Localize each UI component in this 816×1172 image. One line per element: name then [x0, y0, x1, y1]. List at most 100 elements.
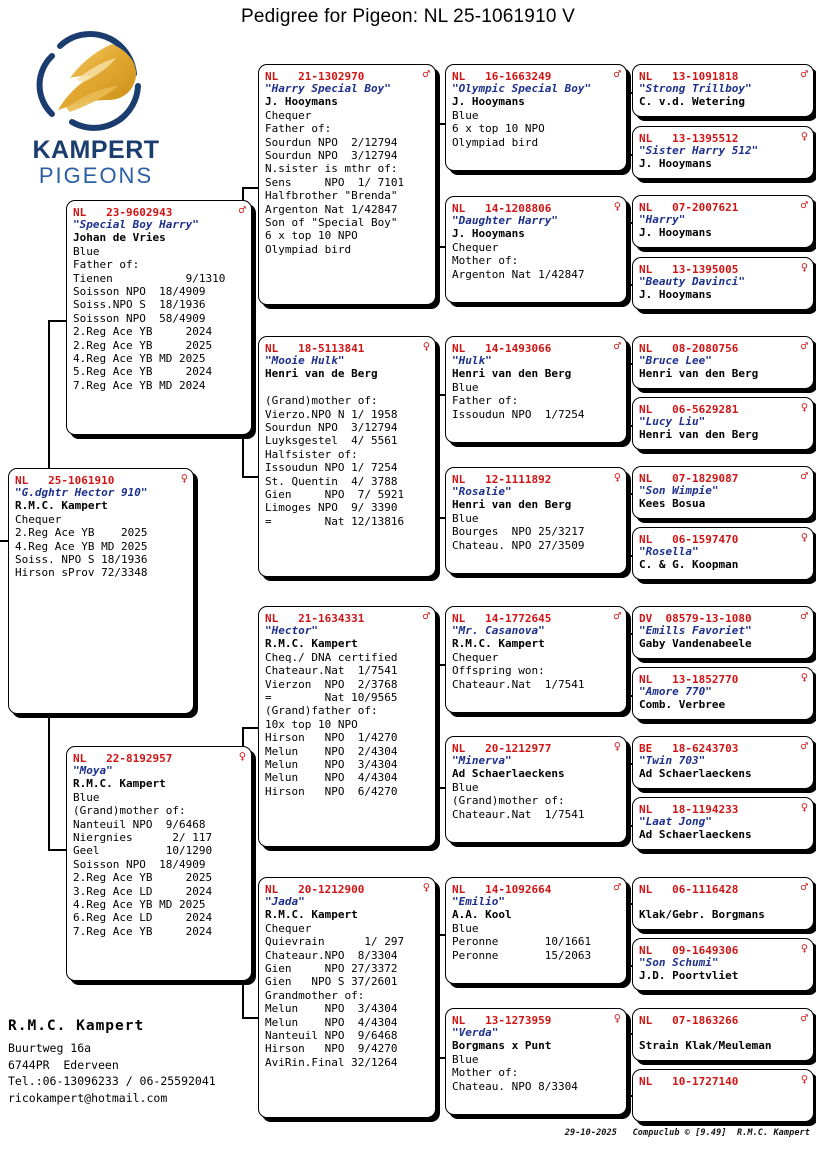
logo-brand-top: KAMPERT	[32, 136, 160, 164]
detail-line: Chequer	[452, 240, 499, 254]
detail-line: (Grand)father of:	[265, 704, 378, 718]
detail-line: (Grand)mother of:	[452, 794, 565, 808]
pedigree-card-ggp7[interactable]: ♂ NL 14-1092664 "Emilio" A.A. Kool Blue P…	[445, 877, 627, 984]
pedigree-card-g4-16[interactable]: ♀ NL 10-1727140	[632, 1069, 814, 1122]
fancier-name: Henri van den Berg	[639, 428, 759, 442]
connector	[433, 664, 445, 666]
ring-number: DV 08579-13-1080	[639, 612, 752, 625]
pedigree-card-g4-08[interactable]: ♀ NL 06-1597470 "Rosella" C. & G. Koopman	[632, 527, 814, 580]
pigeon-name: "Verda"	[452, 1026, 499, 1039]
pigeon-name: "Moya"	[73, 764, 113, 777]
detail-line: Chateau. NPO 8/3304	[452, 1079, 578, 1093]
pedigree-card-dam[interactable]: ♀ NL 22-8192957 "Moya" R.M.C. Kampert Blu…	[66, 746, 252, 981]
pedigree-card-ggp6[interactable]: ♀ NL 20-1212977 "Minerva" Ad Schaerlaecke…	[445, 736, 627, 843]
detail-line: Luyksgestel 4/ 5561	[265, 434, 398, 448]
pedigree-card-g4-06[interactable]: ♀ NL 06-5629281 "Lucy Liu" Henri van den …	[632, 397, 814, 450]
fancier-name: Strain Klak/Meuleman	[639, 1039, 772, 1053]
pedigree-card-g4-02[interactable]: ♀ NL 13-1395512 "Sister Harry 512" J. Hoo…	[632, 126, 814, 179]
connector	[433, 517, 445, 519]
ring-number: NL 10-1727140	[639, 1075, 739, 1088]
pigeon-name: "Laat Jong"	[639, 815, 712, 828]
breeder-phone: Tel.:06-13096233 / 06-25592041	[8, 1074, 216, 1088]
detail-line: Chateaur.Nat 1/7541	[452, 807, 585, 821]
pedigree-card-g4-12[interactable]: ♀ NL 18-1194233 "Laat Jong" Ad Schaerlaec…	[632, 797, 814, 850]
breeder-email[interactable]: ricokampert@hotmail.com	[8, 1090, 168, 1105]
pedigree-card-subject[interactable]: ♀ NL 25-1061910 "G.dghtr Hector 910" R.M.…	[8, 468, 194, 714]
detail-line: Quievrain 1/ 297	[265, 935, 405, 949]
pedigree-card-ggp4[interactable]: ♀ NL 12-1111892 "Rosalie" Henri van den B…	[445, 467, 627, 574]
sex-icon-male: ♂	[800, 469, 808, 483]
detail-line: Vierzo.NPO N 1/ 1958	[265, 407, 398, 421]
pedigree-card-g4-07[interactable]: ♂ NL 07-1829087 "Son Wimpie" Kees Bosua	[632, 466, 814, 519]
pedigree-card-g4-11[interactable]: ♂ BE 18-6243703 "Twin 703" Ad Schaerlaeck…	[632, 736, 814, 789]
pedigree-card-ggp1[interactable]: ♂ NL 16-1663249 "Olympic Special Boy" J. …	[445, 64, 627, 171]
detail-line: 2.Reg Ace YB 2025	[73, 338, 213, 352]
pedigree-card-g4-14[interactable]: ♀ NL 09-1649306 "Son Schumi" J.D. Poortvl…	[632, 938, 814, 991]
pedigree-card-g4-15[interactable]: ♂ NL 07-1863266 Strain Klak/Meuleman	[632, 1008, 814, 1061]
fancier-name: Henri van den Berg	[452, 498, 572, 512]
detail-line: Gien NPO 7/ 5921	[265, 487, 405, 501]
pedigree-card-ggp2[interactable]: ♀ NL 14-1208806 "Daughter Harry" J. Hooym…	[445, 196, 627, 303]
detail-line: Melun NPO 4/4304	[265, 1015, 398, 1029]
detail-line: Hirson NPO 9/4270	[265, 1042, 398, 1056]
detail-line: Grandmother of:	[265, 988, 365, 1002]
connector	[433, 934, 445, 936]
pigeon-name	[639, 895, 808, 908]
detail-line: Melun NPO 4/4304	[265, 771, 398, 785]
pedigree-card-ggp5[interactable]: ♂ NL 14-1772645 "Mr. Casanova" R.M.C. Kam…	[445, 606, 627, 713]
pedigree-card-g4-05[interactable]: ♂ NL 08-2080756 "Bruce Lee" Henri van den…	[632, 336, 814, 389]
ring-number: NL 14-1092664	[452, 883, 552, 896]
pedigree-card-g4-09[interactable]: ♂ DV 08579-13-1080 "Emills Favoriet" Gaby…	[632, 606, 814, 659]
pedigree-card-g4-13[interactable]: ♂ NL 06-1116428 Klak/Gebr. Borgmans	[632, 877, 814, 930]
pedigree-card-sire[interactable]: ♂ NL 23-9602943 "Special Boy Harry" Johan…	[66, 200, 252, 435]
pedigree-card-ggp3[interactable]: ♂ NL 14-1493066 "Hulk" Henri van den Berg…	[445, 336, 627, 443]
detail-line: Hirson NPO 1/4270	[265, 731, 398, 745]
detail-line	[265, 381, 430, 394]
detail-line: Mother of:	[452, 1066, 519, 1080]
pigeon-name: "Mooie Hulk"	[265, 354, 345, 367]
pedigree-card-g4-01[interactable]: ♂ NL 13-1091818 "Strong Trillboy" C. v.d.…	[632, 64, 814, 117]
detail-line: Hirson sProv 72/3348	[15, 566, 148, 580]
sex-icon-female: ♀	[613, 199, 621, 213]
sex-icon-male: ♂	[800, 609, 808, 623]
fancier-name: J.D. Poortvliet	[639, 969, 739, 983]
pedigree-card-gp3[interactable]: ♂ NL 21-1634331 "Hector" R.M.C. Kampert C…	[258, 606, 436, 847]
pedigree-card-g4-04[interactable]: ♀ NL 13-1395005 "Beauty Davinci" J. Hooym…	[632, 257, 814, 310]
detail-line: Soiss. NPO S 18/1936	[15, 552, 148, 566]
pedigree-card-g4-10[interactable]: ♀ NL 13-1852770 "Amore 770" Comb. Verbree	[632, 667, 814, 720]
pigeon-name: "Jada"	[265, 895, 305, 908]
detail-line: AviRin.Final 32/1264	[265, 1055, 398, 1069]
ring-number: NL 16-1663249	[452, 70, 552, 83]
pedigree-card-gp4[interactable]: ♀ NL 20-1212900 "Jada" R.M.C. Kampert Che…	[258, 877, 436, 1118]
connector	[242, 187, 258, 189]
breeder-city: 6744PR Ederveen	[8, 1057, 119, 1072]
detail-line: Soisson NPO 18/4909	[73, 284, 206, 298]
sex-icon-female: ♀	[613, 1011, 621, 1025]
detail-line: Gien NPO 27/3372	[265, 961, 398, 975]
logo-brand-bottom: PIGEONS	[38, 163, 154, 188]
detail-line: Sourdun NPO 3/12794	[265, 148, 398, 162]
pedigree-card-gp1[interactable]: ♂ NL 21-1302970 "Harry Special Boy" J. Ho…	[258, 64, 436, 305]
pedigree-card-g4-03[interactable]: ♂ NL 07-2007621 "Harry" J. Hooymans	[632, 195, 814, 248]
detail-line: N.sister is mthr of:	[265, 162, 398, 176]
sex-icon-female: ♀	[800, 530, 808, 544]
detail-line: Offspring won:	[452, 664, 545, 678]
detail-line: 3.Reg Ace LD 2024	[73, 884, 213, 898]
fancier-name: Klak/Gebr. Borgmans	[639, 908, 765, 922]
pigeon-name: "Lucy Liu"	[639, 415, 706, 428]
sex-icon-male: ♂	[613, 67, 621, 81]
detail-line: 7.Reg Ace YB 2024	[73, 924, 213, 938]
detail-line: Chateaur.Nat 1/7541	[265, 664, 398, 678]
detail-line: Father of:	[265, 122, 332, 136]
pedigree-card-ggp8[interactable]: ♀ NL 13-1273959 "Verda" Borgmans x Punt B…	[445, 1008, 627, 1115]
pedigree-card-gp2[interactable]: ♀ NL 18-5113841 "Mooie Hulk" Henri van de…	[258, 336, 436, 577]
detail-line: Mother of:	[452, 254, 519, 268]
detail-line: Bourges NPO 25/3217	[452, 525, 585, 539]
detail-line: Sens NPO 1/ 7101	[265, 175, 405, 189]
ring-number: NL 18-5113841	[265, 342, 365, 355]
connector	[48, 849, 74, 851]
connector	[433, 394, 445, 396]
detail-line: Melun NPO 3/4304	[265, 1002, 398, 1016]
ring-number: NL 13-1852770	[639, 673, 739, 686]
detail-line: Sourdun NPO 3/12794	[265, 420, 398, 434]
